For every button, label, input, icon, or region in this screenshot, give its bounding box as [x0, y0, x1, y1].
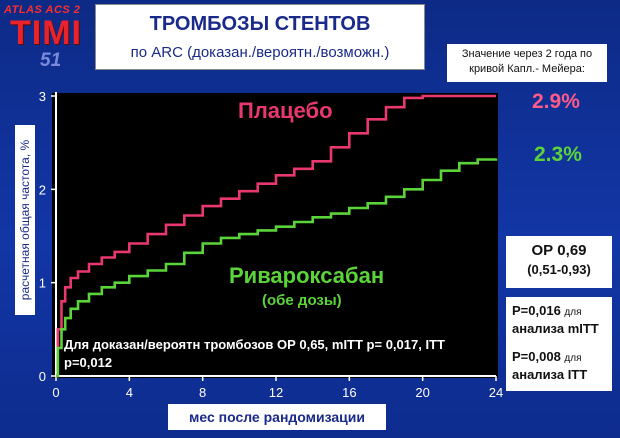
x-tick-label: 12: [269, 385, 283, 400]
series-label-placebo: Плацебо: [238, 98, 333, 123]
page-title: ТРОМБОЗЫ СТЕНТОВ: [149, 13, 371, 35]
x-axis-label: мес после рандомизации: [168, 404, 386, 430]
chart-plot-area: [52, 93, 498, 378]
placebo-percent: 2.9%: [532, 90, 580, 113]
p-value-mitt-label: анализа mITT: [512, 321, 599, 336]
p-value-mitt-for: для: [564, 307, 582, 318]
rivaroxaban-percent: 2.3%: [534, 143, 582, 166]
logo-timi-text: TIMI: [10, 14, 82, 52]
logo-number-text: 51: [40, 50, 62, 71]
timi-logo: ATLAS ACS 2 TIMI 51: [2, 4, 92, 72]
y-tick-label: 3: [39, 89, 46, 104]
p-value-itt: P=0,008: [512, 349, 561, 364]
y-tick-label: 2: [39, 182, 46, 197]
series-line-rivaroxaban: [56, 158, 498, 378]
y-tick-label: 0: [39, 369, 46, 384]
y-axis-label: расчетная общая частота, %: [15, 125, 35, 315]
logo-atlas-text: ATLAS ACS 2: [4, 4, 81, 16]
odds-ratio-value: ОР 0,69: [531, 242, 587, 259]
y-tick-label: 1: [39, 276, 46, 291]
p-value-mitt: P=0,016: [512, 303, 561, 318]
odds-ratio-box: ОР 0,69 (0,51-0,93): [506, 236, 612, 288]
series-label-rivaroxaban: Ривароксабан: [229, 263, 385, 288]
title-box: ТРОМБОЗЫ СТЕНТОВ по ARC (доказан./вероят…: [95, 4, 425, 70]
x-tick-label: 20: [415, 385, 429, 400]
x-tick-label: 24: [489, 385, 503, 400]
series-sublabel-rivaroxaban: (обе дозы): [262, 292, 342, 309]
x-tick-label: 0: [52, 385, 59, 400]
p-values-box: P=0,016 для анализа mITT P=0,008 для ана…: [506, 297, 612, 391]
p-value-itt-label: анализа ITT: [512, 367, 588, 382]
definite-probable-note: Для доказан/вероятн тромбозов ОР 0,65, m…: [64, 337, 445, 370]
series-line-placebo: [56, 94, 496, 378]
x-tick-label: 4: [126, 385, 133, 400]
km-note: Значение через 2 года по кривой Капл.- М…: [447, 44, 607, 82]
x-tick-label: 8: [199, 385, 206, 400]
p-value-itt-for: для: [564, 353, 582, 364]
odds-ratio-ci: (0,51-0,93): [527, 262, 591, 277]
page-subtitle: по ARC (доказан./вероятн./возможн.): [130, 44, 390, 61]
x-tick-label: 16: [342, 385, 356, 400]
